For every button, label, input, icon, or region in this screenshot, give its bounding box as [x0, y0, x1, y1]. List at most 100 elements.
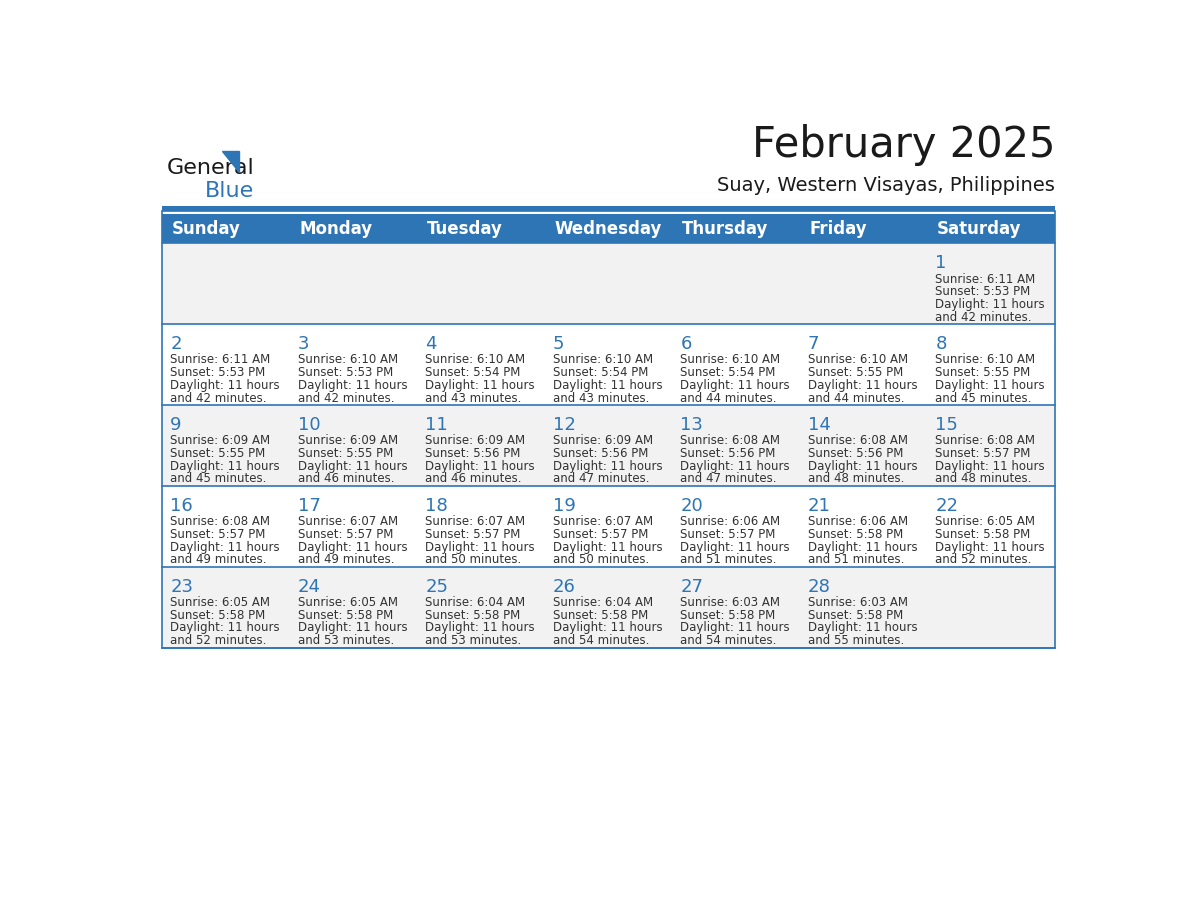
Text: Daylight: 11 hours: Daylight: 11 hours [681, 379, 790, 392]
Text: Wednesday: Wednesday [555, 219, 662, 238]
Text: Daylight: 11 hours: Daylight: 11 hours [935, 298, 1045, 311]
Text: Sunset: 5:55 PM: Sunset: 5:55 PM [298, 447, 393, 460]
Text: Daylight: 11 hours: Daylight: 11 hours [681, 621, 790, 634]
Text: Sunset: 5:56 PM: Sunset: 5:56 PM [552, 447, 649, 460]
Text: Daylight: 11 hours: Daylight: 11 hours [808, 379, 917, 392]
Text: and 52 minutes.: and 52 minutes. [935, 554, 1032, 566]
Text: 11: 11 [425, 416, 448, 434]
Text: Sunrise: 6:03 AM: Sunrise: 6:03 AM [681, 596, 781, 609]
Text: Sunset: 5:58 PM: Sunset: 5:58 PM [808, 528, 903, 541]
Text: Sunset: 5:58 PM: Sunset: 5:58 PM [298, 609, 393, 621]
Text: Sunset: 5:58 PM: Sunset: 5:58 PM [808, 609, 903, 621]
Text: Sunset: 5:58 PM: Sunset: 5:58 PM [170, 609, 265, 621]
Text: Sunset: 5:57 PM: Sunset: 5:57 PM [681, 528, 776, 541]
Text: Sunset: 5:55 PM: Sunset: 5:55 PM [808, 366, 903, 379]
Text: 13: 13 [681, 416, 703, 434]
Text: 26: 26 [552, 577, 576, 596]
Text: February 2025: February 2025 [752, 124, 1055, 166]
Text: Saturday: Saturday [937, 219, 1022, 238]
Text: and 51 minutes.: and 51 minutes. [681, 554, 777, 566]
Text: Daylight: 11 hours: Daylight: 11 hours [935, 541, 1045, 554]
Text: and 50 minutes.: and 50 minutes. [425, 554, 522, 566]
Text: Sunday: Sunday [172, 219, 241, 238]
Text: Sunrise: 6:09 AM: Sunrise: 6:09 AM [170, 434, 271, 447]
Text: Suay, Western Visayas, Philippines: Suay, Western Visayas, Philippines [718, 176, 1055, 196]
Text: Sunrise: 6:05 AM: Sunrise: 6:05 AM [935, 515, 1036, 528]
FancyBboxPatch shape [163, 486, 1055, 566]
Text: Sunrise: 6:08 AM: Sunrise: 6:08 AM [808, 434, 908, 447]
FancyBboxPatch shape [163, 566, 1055, 647]
Text: General: General [166, 158, 254, 178]
Text: and 53 minutes.: and 53 minutes. [298, 634, 394, 647]
Text: 27: 27 [681, 577, 703, 596]
Text: 7: 7 [808, 335, 820, 353]
Text: Daylight: 11 hours: Daylight: 11 hours [425, 621, 535, 634]
Text: Daylight: 11 hours: Daylight: 11 hours [170, 541, 280, 554]
Text: Sunset: 5:53 PM: Sunset: 5:53 PM [170, 366, 265, 379]
Text: and 44 minutes.: and 44 minutes. [681, 392, 777, 405]
Text: Sunrise: 6:05 AM: Sunrise: 6:05 AM [298, 596, 398, 609]
Text: Sunrise: 6:09 AM: Sunrise: 6:09 AM [552, 434, 653, 447]
Text: Daylight: 11 hours: Daylight: 11 hours [935, 460, 1045, 473]
Text: 12: 12 [552, 416, 576, 434]
Text: 23: 23 [170, 577, 194, 596]
Text: Sunset: 5:53 PM: Sunset: 5:53 PM [298, 366, 393, 379]
Text: Friday: Friday [809, 219, 867, 238]
Text: Sunset: 5:56 PM: Sunset: 5:56 PM [681, 447, 776, 460]
Text: 25: 25 [425, 577, 448, 596]
Text: and 42 minutes.: and 42 minutes. [935, 311, 1032, 324]
Text: Daylight: 11 hours: Daylight: 11 hours [170, 379, 280, 392]
Text: and 44 minutes.: and 44 minutes. [808, 392, 904, 405]
Text: and 45 minutes.: and 45 minutes. [170, 473, 266, 486]
FancyBboxPatch shape [163, 206, 1055, 211]
Text: Sunrise: 6:10 AM: Sunrise: 6:10 AM [681, 353, 781, 366]
Text: Sunset: 5:54 PM: Sunset: 5:54 PM [681, 366, 776, 379]
Text: Sunset: 5:58 PM: Sunset: 5:58 PM [552, 609, 649, 621]
Text: and 54 minutes.: and 54 minutes. [552, 634, 649, 647]
Text: Sunrise: 6:07 AM: Sunrise: 6:07 AM [298, 515, 398, 528]
Text: 10: 10 [298, 416, 321, 434]
Text: Sunrise: 6:10 AM: Sunrise: 6:10 AM [298, 353, 398, 366]
Text: and 43 minutes.: and 43 minutes. [552, 392, 649, 405]
Text: and 47 minutes.: and 47 minutes. [681, 473, 777, 486]
Text: Sunset: 5:56 PM: Sunset: 5:56 PM [808, 447, 903, 460]
Text: Daylight: 11 hours: Daylight: 11 hours [170, 460, 280, 473]
Text: 17: 17 [298, 497, 321, 515]
Text: Daylight: 11 hours: Daylight: 11 hours [552, 379, 663, 392]
Text: Sunrise: 6:04 AM: Sunrise: 6:04 AM [425, 596, 525, 609]
Text: 3: 3 [298, 335, 309, 353]
Text: 21: 21 [808, 497, 830, 515]
Text: Sunset: 5:55 PM: Sunset: 5:55 PM [170, 447, 265, 460]
Text: Sunrise: 6:08 AM: Sunrise: 6:08 AM [170, 515, 270, 528]
Text: Sunset: 5:53 PM: Sunset: 5:53 PM [935, 285, 1031, 298]
Text: 16: 16 [170, 497, 192, 515]
Text: Daylight: 11 hours: Daylight: 11 hours [298, 379, 407, 392]
Text: Blue: Blue [206, 181, 254, 201]
Text: Sunrise: 6:07 AM: Sunrise: 6:07 AM [425, 515, 525, 528]
Text: Daylight: 11 hours: Daylight: 11 hours [425, 541, 535, 554]
Text: Daylight: 11 hours: Daylight: 11 hours [552, 541, 663, 554]
Text: and 48 minutes.: and 48 minutes. [808, 473, 904, 486]
Text: Sunrise: 6:10 AM: Sunrise: 6:10 AM [808, 353, 908, 366]
Text: and 42 minutes.: and 42 minutes. [170, 392, 266, 405]
Text: and 53 minutes.: and 53 minutes. [425, 634, 522, 647]
Text: 24: 24 [298, 577, 321, 596]
Text: Sunset: 5:54 PM: Sunset: 5:54 PM [425, 366, 520, 379]
Text: 14: 14 [808, 416, 830, 434]
Text: Tuesday: Tuesday [426, 219, 503, 238]
Text: and 46 minutes.: and 46 minutes. [425, 473, 522, 486]
Text: 9: 9 [170, 416, 182, 434]
Text: Sunset: 5:57 PM: Sunset: 5:57 PM [552, 528, 649, 541]
Text: Sunset: 5:57 PM: Sunset: 5:57 PM [298, 528, 393, 541]
Text: Sunset: 5:55 PM: Sunset: 5:55 PM [935, 366, 1031, 379]
Text: Sunrise: 6:06 AM: Sunrise: 6:06 AM [808, 515, 908, 528]
Text: Sunrise: 6:11 AM: Sunrise: 6:11 AM [170, 353, 271, 366]
Text: 5: 5 [552, 335, 564, 353]
Text: Sunrise: 6:05 AM: Sunrise: 6:05 AM [170, 596, 270, 609]
FancyBboxPatch shape [163, 405, 1055, 486]
Text: Daylight: 11 hours: Daylight: 11 hours [681, 541, 790, 554]
Polygon shape [222, 151, 239, 172]
Text: 18: 18 [425, 497, 448, 515]
Text: Sunrise: 6:03 AM: Sunrise: 6:03 AM [808, 596, 908, 609]
Text: and 52 minutes.: and 52 minutes. [170, 634, 266, 647]
